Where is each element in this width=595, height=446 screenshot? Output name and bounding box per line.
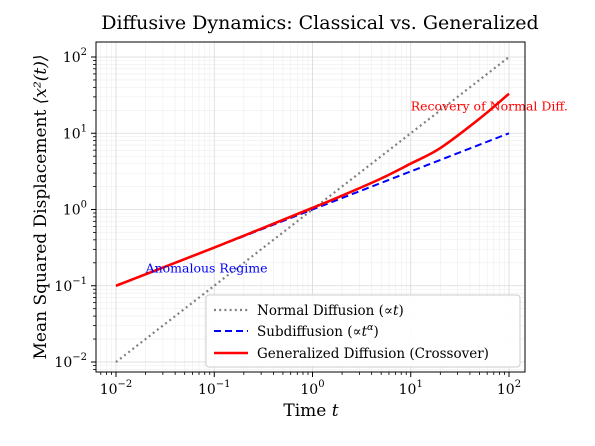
- series-layer: [115, 56, 510, 363]
- chart-title: Diffusive Dynamics: Classical vs. Genera…: [101, 12, 538, 34]
- legend-label-generalized: Generalized Diffusion (Crossover): [257, 346, 489, 362]
- x-axis-label: Time t: [283, 401, 338, 421]
- y-tick-label: 10−2: [54, 352, 87, 371]
- y-axis-label: Mean Squared Displacement ⟨x²(t)⟩: [31, 54, 51, 359]
- y-tick-label: 100: [63, 200, 87, 219]
- annotation-recovery: Recovery of Normal Diff.: [411, 98, 568, 113]
- plot-frame: [95, 41, 526, 373]
- legend-label-normal: Normal Diffusion (∝t): [257, 303, 404, 319]
- y-tick-label: 10−1: [54, 276, 87, 295]
- annotations: Anomalous Regime Recovery of Normal Diff.: [145, 98, 568, 275]
- x-tick-label: 100: [300, 379, 324, 398]
- series-generalized-diffusion: [115, 92, 510, 287]
- x-tick-label: 10−2: [100, 379, 133, 398]
- legend-label-subdiffusion: Subdiffusion (∝tα): [257, 322, 379, 340]
- annotation-anomalous-regime: Anomalous Regime: [145, 260, 268, 275]
- y-tick-label: 102: [63, 47, 87, 66]
- x-tick-label: 101: [399, 379, 423, 398]
- y-tick-label: 101: [63, 123, 87, 142]
- legend: Normal Diffusion (∝t) Subdiffusion (∝tα)…: [205, 294, 521, 368]
- legend-box: [205, 294, 521, 368]
- x-tick-label: 10−1: [198, 379, 231, 398]
- x-tick-label: 102: [497, 379, 521, 398]
